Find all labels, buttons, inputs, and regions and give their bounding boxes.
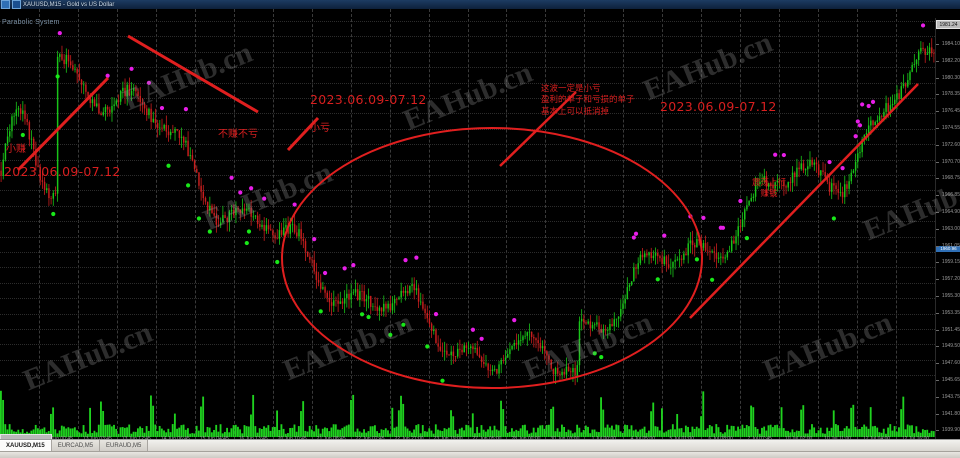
grid-line-vertical xyxy=(38,9,40,439)
price-axis-label: 1945.65 xyxy=(941,377,960,383)
grid-line-vertical xyxy=(233,9,235,439)
price-axis-tick xyxy=(936,111,939,113)
last-price-value: 1981.24 xyxy=(939,22,958,28)
price-axis-tick xyxy=(936,396,939,398)
window-title-bar: XAUUSD,M15 - Gold vs US Dollar xyxy=(0,0,960,9)
grid-line-horizontal xyxy=(0,21,935,22)
price-axis-tick xyxy=(936,228,939,230)
grid-line-vertical xyxy=(155,9,157,439)
grid-line-horizontal xyxy=(0,67,935,69)
price-axis-tick xyxy=(936,430,939,432)
mt-app-icon xyxy=(1,0,10,9)
price-axis-label: 1959.15 xyxy=(941,259,960,266)
price-axis-tick xyxy=(936,245,939,247)
price-axis-label: 1961.05 xyxy=(941,242,960,249)
chart-tab-xauusd[interactable]: XAUUSD,M15 xyxy=(0,440,52,452)
price-axis-tick xyxy=(936,262,939,264)
price-axis-label: 1978.35 xyxy=(941,91,960,98)
price-axis-label: 1953.35 xyxy=(941,309,960,316)
price-axis-tick xyxy=(936,94,939,96)
grid-line-vertical xyxy=(77,9,79,439)
price-axis-label: 1982.20 xyxy=(941,57,960,64)
price-axis-tick xyxy=(936,346,939,348)
grid-line-horizontal xyxy=(0,113,935,115)
price-axis-label: 1974.55 xyxy=(941,125,960,131)
price-axis-tick xyxy=(936,329,939,331)
grid-line-horizontal xyxy=(0,98,935,99)
chart-tab-bar[interactable]: XAUUSD,M15 EURCAD,M5 EURAUD,M5 xyxy=(0,439,960,452)
price-axis-tick xyxy=(936,77,939,79)
price-axis-tick xyxy=(936,279,939,281)
price-axis-tick xyxy=(936,161,939,163)
price-axis-label: 1968.75 xyxy=(941,175,960,182)
price-axis-tick xyxy=(936,144,939,146)
last-price-badge: 1981.24 xyxy=(936,20,960,29)
price-axis-label: 1951.45 xyxy=(941,326,960,333)
price-axis-label: 1966.85 xyxy=(941,192,960,199)
ask-price-badge: 1960.96 xyxy=(936,246,960,252)
price-axis-tick xyxy=(936,128,939,129)
price-axis-tick xyxy=(936,44,939,45)
price-axis-label: 1963.00 xyxy=(941,225,960,232)
chart-tab-euraud[interactable]: EURAUD,M5 xyxy=(100,440,149,452)
grid-line-vertical xyxy=(272,9,274,439)
grid-line-horizontal xyxy=(0,51,935,53)
price-axis-tick xyxy=(936,413,939,415)
grid-line-vertical xyxy=(116,9,118,439)
price-axis-label: 1939.90 xyxy=(941,427,960,434)
price-axis-label: 1970.70 xyxy=(941,158,960,165)
price-axis-label: 1957.20 xyxy=(941,276,960,283)
price-axis-tick xyxy=(936,60,939,62)
grid-line-horizontal xyxy=(0,82,935,84)
price-axis-label: 1972.60 xyxy=(941,141,960,148)
price-axis-tick xyxy=(936,195,939,197)
price-axis-label: 1941.80 xyxy=(941,410,960,417)
chart-window-icon xyxy=(12,0,21,9)
price-axis[interactable]: 1981.24 1960.96 1984.10 1982.20 1980.30 197… xyxy=(935,18,960,448)
price-axis-tick xyxy=(936,363,939,365)
price-axis-tick xyxy=(936,212,939,213)
grid-line-vertical xyxy=(194,9,196,439)
price-axis-label: 1947.60 xyxy=(941,360,960,367)
price-axis-label: 1984.10 xyxy=(941,41,960,47)
price-axis-label: 1949.50 xyxy=(941,343,960,350)
price-axis-label: 1955.30 xyxy=(941,293,960,299)
grid-line-horizontal xyxy=(0,36,935,38)
price-axis-tick xyxy=(936,312,939,314)
window-title: XAUUSD,M15 - Gold vs US Dollar xyxy=(23,1,115,8)
price-axis-label: 1976.45 xyxy=(941,108,960,115)
chart-tab-eurcad[interactable]: EURCAD,M5 xyxy=(51,440,101,452)
ask-price-value: 1960.96 xyxy=(940,246,957,251)
price-axis-label: 1980.30 xyxy=(941,74,960,81)
indicator-label: Parabolic System xyxy=(2,19,60,26)
price-axis-label: 1943.75 xyxy=(941,393,960,400)
price-axis-tick xyxy=(936,178,939,180)
price-axis-tick xyxy=(936,380,939,381)
status-bar xyxy=(0,451,960,458)
price-axis-tick xyxy=(936,296,939,297)
price-axis-label: 1964.90 xyxy=(941,209,960,215)
